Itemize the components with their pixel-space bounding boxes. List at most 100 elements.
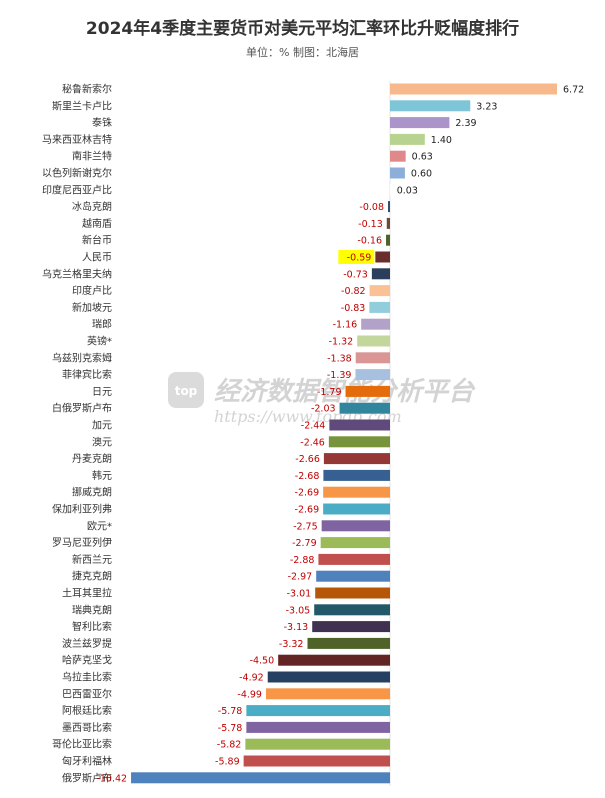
category-label: 冰岛克朗 <box>72 200 112 213</box>
category-label: 哈萨克坚戈 <box>62 654 112 667</box>
value-label: -0.83 <box>341 303 366 314</box>
bar-7 <box>388 201 390 213</box>
category-label: 加元 <box>92 420 112 432</box>
value-label: 6.72 <box>563 85 584 96</box>
value-label: -0.16 <box>357 236 382 247</box>
value-label: 1.40 <box>431 135 452 146</box>
bar-16 <box>355 352 390 364</box>
category-label: 以色列新谢克尔 <box>42 167 112 180</box>
bar-6 <box>390 184 391 196</box>
bars-layer: 秘鲁新索尔 6.72 斯里兰卡卢比 3.23 泰铢 2.39 马来西亚林吉特 1.40 南非兰特… <box>42 81 584 786</box>
bar-23 <box>323 469 390 481</box>
value-label: -2.88 <box>290 555 315 566</box>
highlight-box <box>338 250 375 264</box>
bar-8 <box>386 217 390 229</box>
bar-1 <box>390 100 471 112</box>
value-label: -4.50 <box>250 656 275 667</box>
value-label: -5.78 <box>218 723 243 734</box>
watermark-logo-icon <box>168 372 204 408</box>
category-label: 澳元 <box>92 435 112 448</box>
category-label: 捷克克朗 <box>72 570 112 583</box>
category-label: 斯里兰卡卢比 <box>52 99 112 112</box>
category-label: 乌拉圭比索 <box>62 671 112 684</box>
value-label: -2.66 <box>295 454 320 465</box>
value-label: -0.08 <box>359 202 384 213</box>
category-label: 巴西雷亚尔 <box>62 687 112 700</box>
category-label: 印度尼西亚卢比 <box>42 183 112 196</box>
category-label: 日元 <box>92 387 112 398</box>
bar-28 <box>318 553 390 565</box>
value-label: -1.39 <box>327 370 352 381</box>
bar-17 <box>355 369 390 381</box>
category-label: 越南盾 <box>82 217 112 230</box>
category-label: 匈牙利福林 <box>62 755 112 768</box>
bar-37 <box>246 705 390 717</box>
bar-33 <box>307 637 390 649</box>
category-label: 罗马尼亚列伊 <box>52 536 112 549</box>
bar-38 <box>246 721 390 733</box>
bar-10 <box>375 251 390 263</box>
category-label: 乌克兰格里夫纳 <box>42 267 112 280</box>
value-label: -2.44 <box>301 421 326 432</box>
bar-5 <box>390 167 405 179</box>
bar-30 <box>315 587 390 599</box>
value-label: 0.63 <box>412 152 433 163</box>
bar-18 <box>345 385 390 397</box>
bar-41 <box>131 772 390 784</box>
category-label: 新西兰元 <box>72 553 112 566</box>
chart-subtitle: 单位：% 制图：北海居 <box>246 46 359 59</box>
bar-13 <box>369 301 390 313</box>
watermark-text: 经济数据智能分析平台 <box>214 377 476 407</box>
value-label: -2.68 <box>295 471 320 482</box>
bar-12 <box>369 285 390 297</box>
category-label: 波兰兹罗提 <box>62 637 112 650</box>
category-label: 印度卢比 <box>72 284 112 297</box>
value-label: -2.46 <box>300 437 325 448</box>
value-label: -3.32 <box>279 639 304 650</box>
bar-26 <box>321 520 390 532</box>
category-label: 挪威克朗 <box>72 486 112 499</box>
value-label: -1.38 <box>327 353 352 364</box>
category-label: 俄罗斯卢布 <box>62 771 112 784</box>
value-label: -2.79 <box>292 538 317 549</box>
value-label: -1.32 <box>329 337 354 348</box>
category-label: 秘鲁新索尔 <box>62 83 112 96</box>
value-label: -3.05 <box>286 605 311 616</box>
value-label: -5.89 <box>215 757 240 768</box>
bar-39 <box>245 738 390 750</box>
category-label: 菲律宾比索 <box>62 368 112 381</box>
category-label: 丹麦克朗 <box>72 453 112 465</box>
category-label: 韩元 <box>92 469 112 482</box>
category-label: 智利比索 <box>72 620 112 633</box>
category-label: 乌兹别克索姆 <box>52 351 112 364</box>
bar-15 <box>357 335 390 347</box>
value-label: 0.60 <box>411 169 432 180</box>
category-label: 泰铢 <box>92 116 112 129</box>
bar-36 <box>265 688 390 700</box>
value-label: -3.01 <box>287 589 312 600</box>
value-label: -10.42 <box>96 773 127 784</box>
bar-25 <box>323 503 390 515</box>
category-label: 保加利亚列弗 <box>52 503 112 516</box>
bar-32 <box>312 621 390 633</box>
value-label: -4.92 <box>239 673 264 684</box>
value-label: 2.39 <box>455 118 476 129</box>
bar-21 <box>328 436 390 448</box>
category-label: 瑞郎 <box>92 318 112 331</box>
value-label: -0.13 <box>358 219 383 230</box>
value-label: -1.79 <box>317 387 342 398</box>
bar-31 <box>314 604 390 616</box>
category-label: 土耳其里拉 <box>62 587 112 600</box>
value-label: -2.69 <box>295 505 320 516</box>
bar-35 <box>267 671 390 683</box>
bar-9 <box>386 234 390 246</box>
bar-19 <box>339 402 390 414</box>
category-label: 英镑* <box>87 335 112 348</box>
value-label: -0.73 <box>343 269 368 280</box>
watermark: top 经济数据智能分析平台 https://www.topdb.com <box>168 372 476 426</box>
value-label: -0.82 <box>341 286 366 297</box>
bar-20 <box>329 419 390 431</box>
category-label: 墨西哥比索 <box>62 721 112 734</box>
category-label: 阿根廷比索 <box>62 704 112 717</box>
